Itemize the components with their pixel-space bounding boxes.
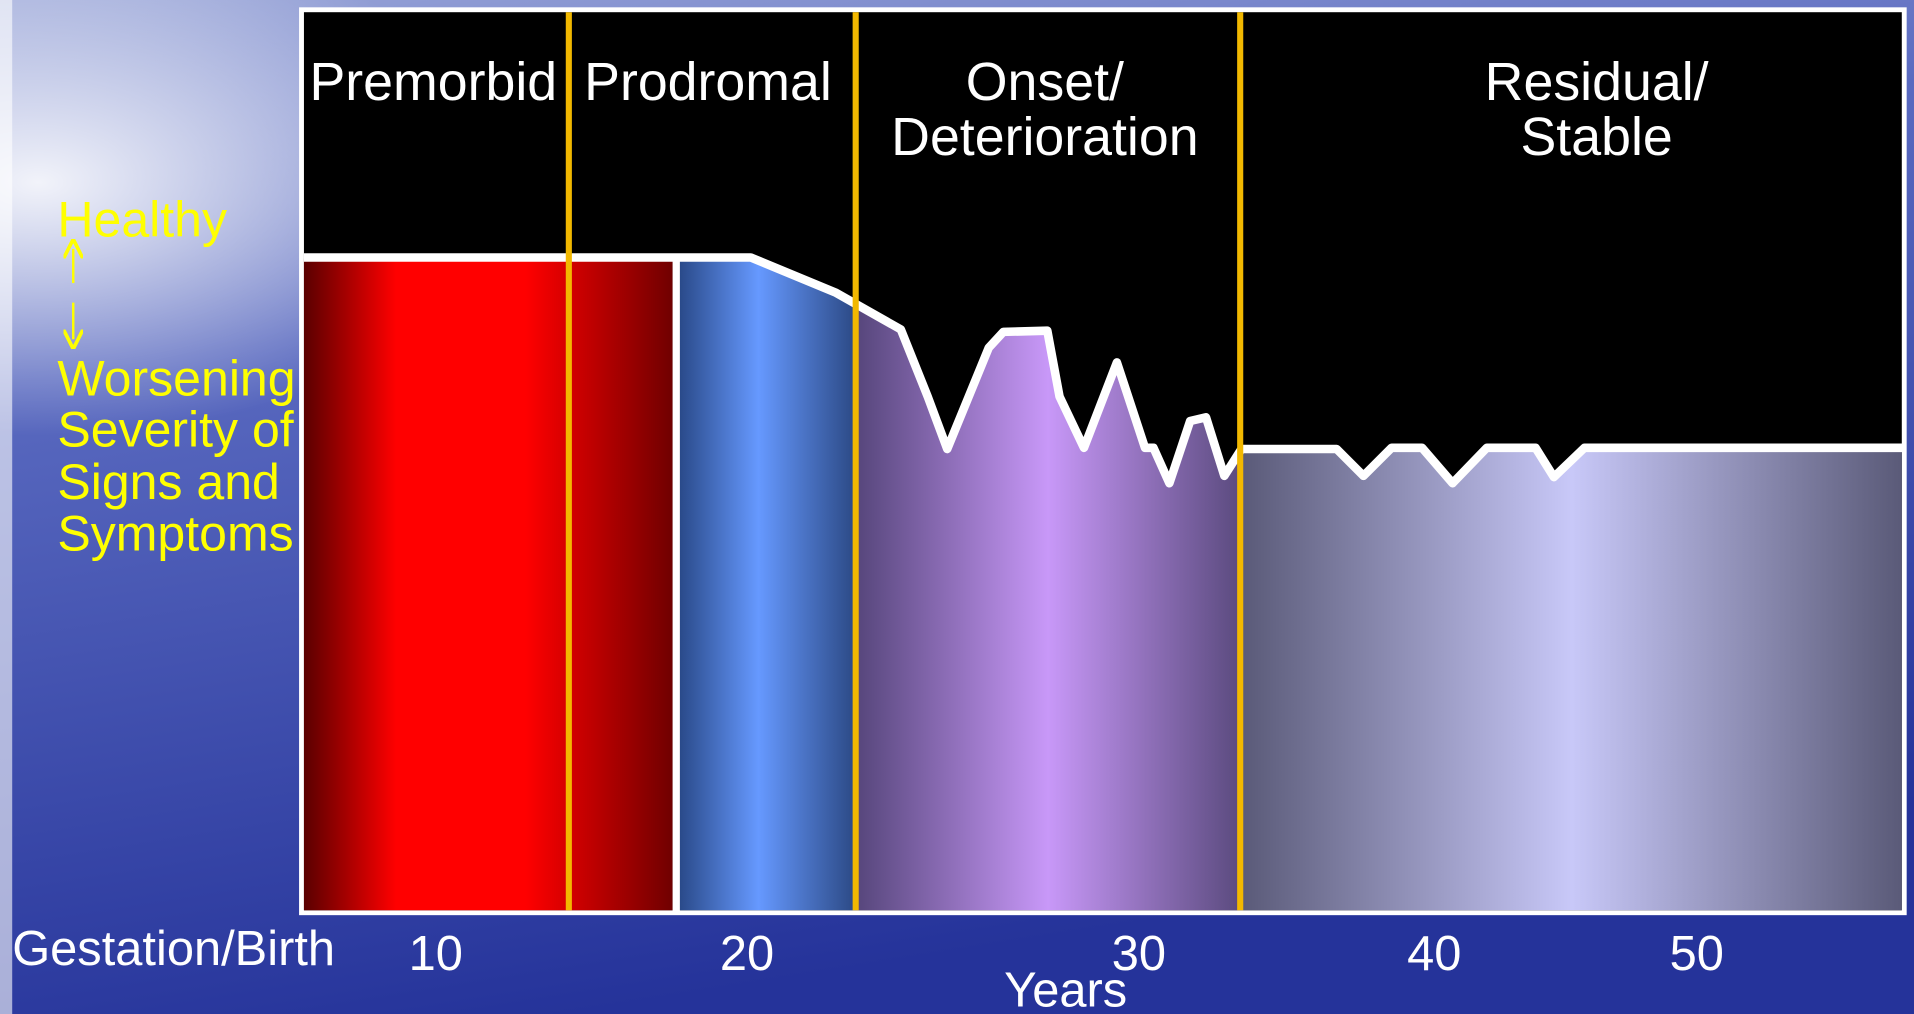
y-axis-bottom-label: Severity of — [57, 402, 293, 458]
y-axis-bottom-label: Symptoms — [57, 505, 293, 561]
y-axis-top-label: Healthy — [57, 192, 227, 248]
residual-region — [1241, 448, 1901, 910]
x-axis-origin-label: Gestation/Birth — [12, 922, 335, 976]
phase-label: Onset/ — [966, 52, 1124, 112]
phase-label: Deterioration — [891, 107, 1198, 167]
phase-label: Stable — [1520, 107, 1672, 167]
left-edge — [0, 0, 12, 1014]
prodromal-region — [680, 259, 855, 911]
x-tick-label: 10 — [409, 927, 463, 981]
x-tick-label: 50 — [1670, 927, 1724, 981]
x-axis-title: Years — [1004, 964, 1127, 1014]
x-tick-label: 20 — [720, 927, 774, 981]
phase-label: Residual/ — [1485, 52, 1709, 112]
phase-label: Premorbid — [309, 52, 557, 112]
slide: Premorbid Prodromal Onset/ Deterioration… — [0, 0, 1914, 1014]
y-axis-bottom-label: Worsening — [57, 350, 295, 406]
phase-label: Prodromal — [584, 52, 832, 112]
y-axis-bottom-label: Signs and — [57, 454, 280, 510]
x-tick-label: 40 — [1407, 927, 1461, 981]
premorbid-region — [304, 259, 673, 911]
page: Premorbid Prodromal Onset/ Deterioration… — [0, 0, 1914, 1014]
